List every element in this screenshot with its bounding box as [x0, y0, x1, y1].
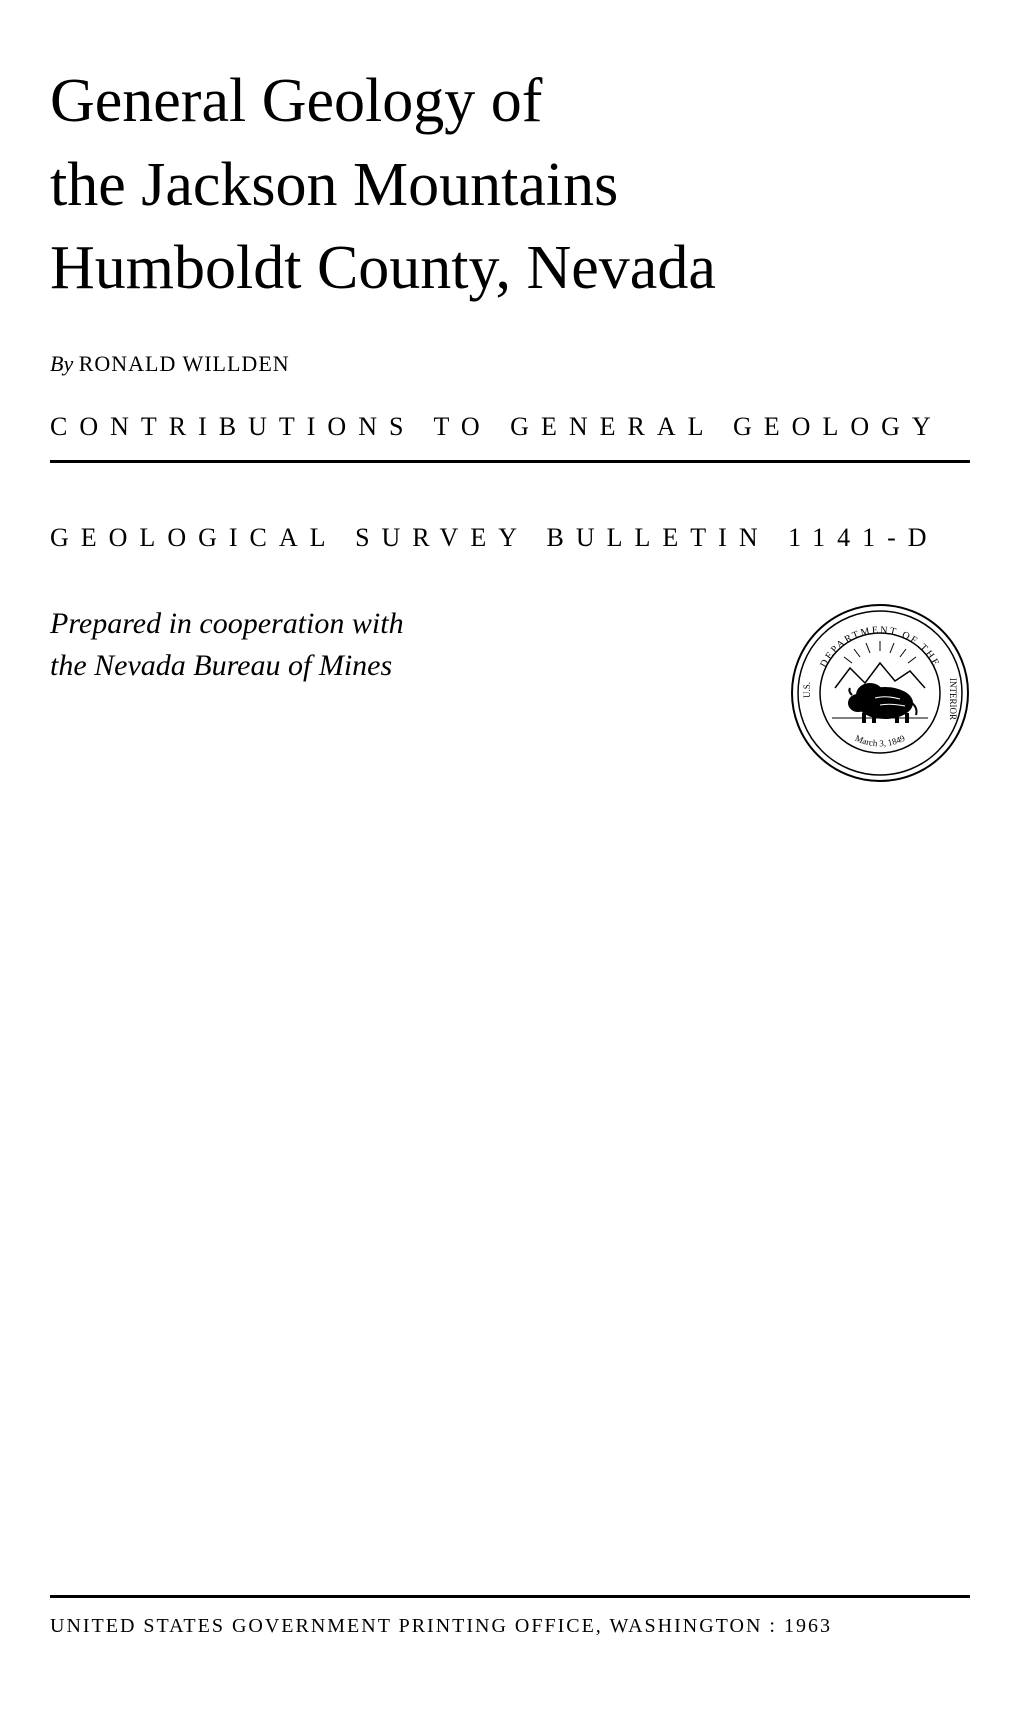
divider-top	[50, 460, 970, 463]
byline: By RONALD WILLDEN	[50, 351, 970, 377]
department-seal-icon: DEPARTMENT OF THE U.S. INTERIOR March 3,…	[790, 603, 970, 783]
byline-by: By	[50, 351, 73, 376]
series-title: CONTRIBUTIONS TO GENERAL GEOLOGY	[50, 412, 970, 442]
title-line-3: Humboldt County, Nevada	[50, 234, 716, 302]
cooperation-row: Prepared in cooperation with the Nevada …	[50, 603, 970, 783]
cooperation-line-2: the Nevada Bureau of Mines	[50, 649, 392, 682]
cooperation-line-1: Prepared in cooperation with	[50, 607, 404, 640]
title-line-2: the Jackson Mountains	[50, 151, 618, 219]
bulletin-number: GEOLOGICAL SURVEY BULLETIN 1141-D	[50, 523, 970, 553]
publisher-footer: UNITED STATES GOVERNMENT PRINTING OFFICE…	[50, 1615, 970, 1638]
author-name: RONALD WILLDEN	[79, 351, 290, 376]
divider-bottom	[50, 1595, 970, 1598]
document-title: General Geology of the Jackson Mountains…	[50, 60, 970, 311]
svg-text:U.S.: U.S.	[802, 682, 812, 698]
svg-text:March 3, 1849: March 3, 1849	[854, 733, 907, 749]
title-line-1: General Geology of	[50, 67, 542, 135]
cooperation-text: Prepared in cooperation with the Nevada …	[50, 603, 404, 687]
svg-text:INTERIOR: INTERIOR	[948, 678, 958, 720]
